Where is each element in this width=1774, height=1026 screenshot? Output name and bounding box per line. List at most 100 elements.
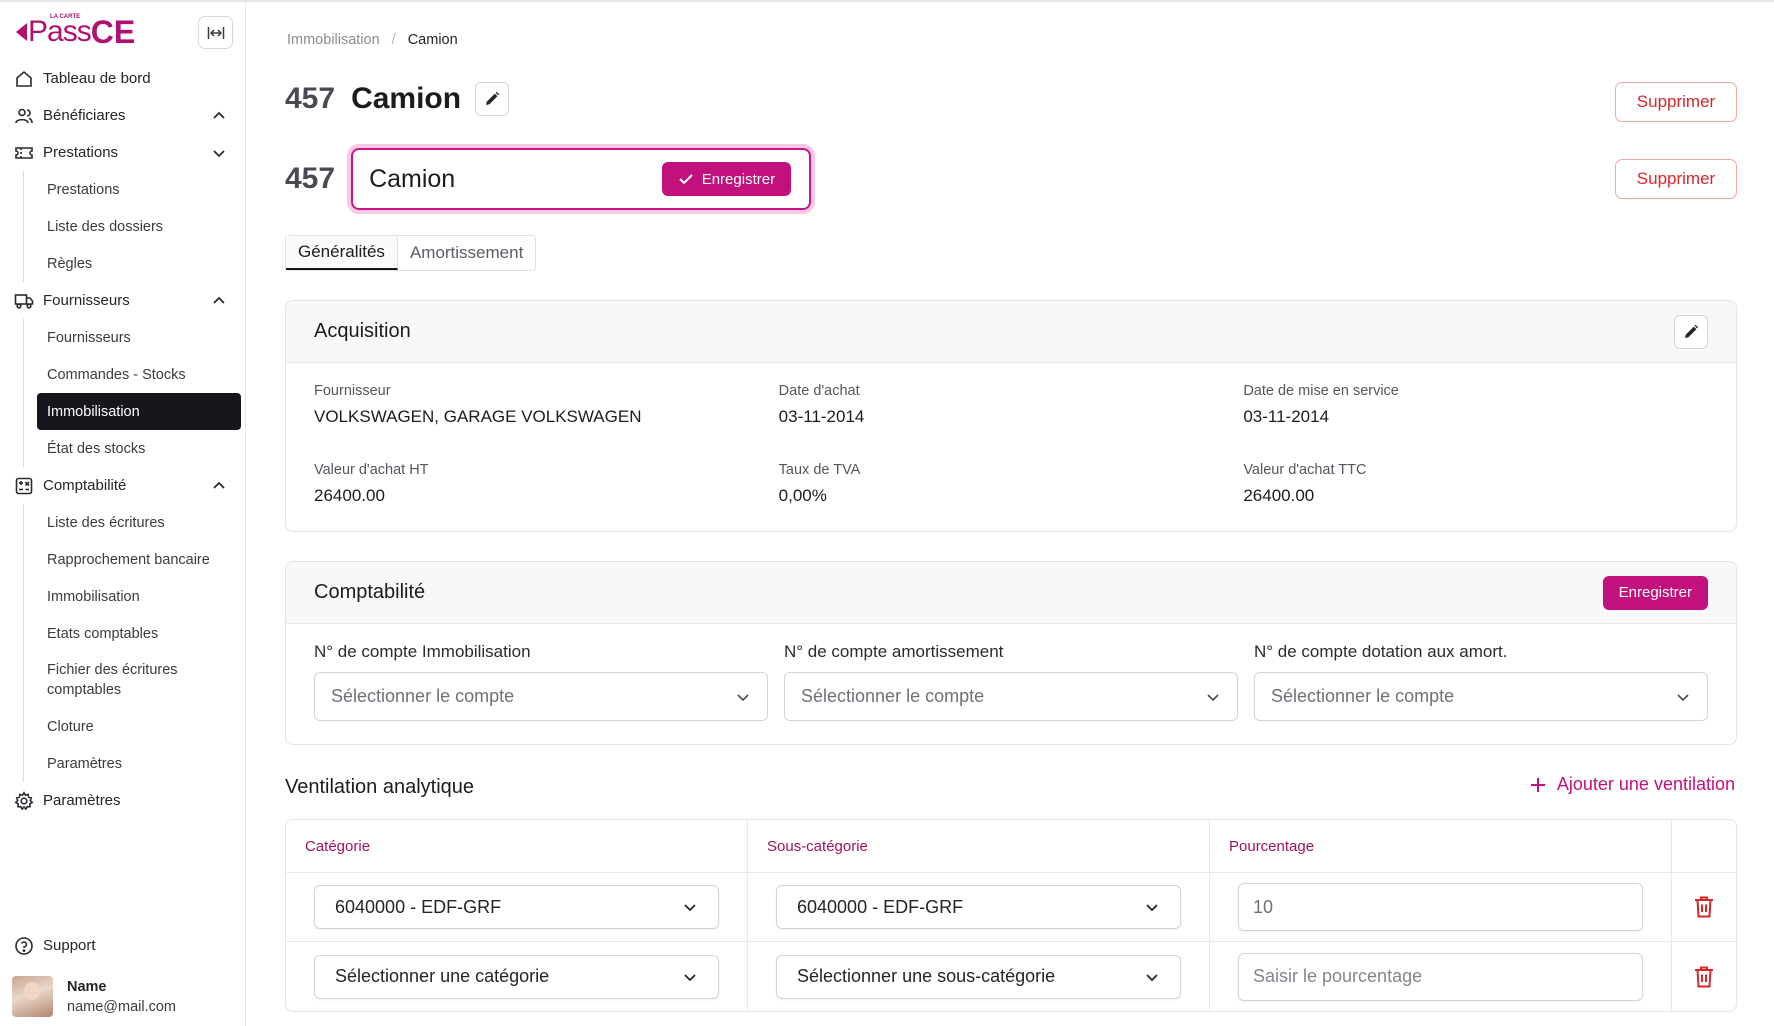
table-row: Sélectionner une catégorie Sélectionner …: [286, 942, 1736, 1011]
categorie-select[interactable]: 6040000 - EDF-GRF: [314, 885, 719, 929]
compte-dotation-select[interactable]: Sélectionner le compte: [1254, 672, 1708, 721]
collapse-icon: [207, 26, 224, 39]
column-header-actions: [1672, 820, 1736, 872]
field-date-achat: Date d'achat 03-11-2014: [779, 363, 1244, 442]
field-compte-immobilisation: N° de compte Immobilisation Sélectionner…: [314, 642, 784, 721]
chevron-down-icon: [1146, 973, 1158, 981]
select-placeholder: Sélectionner le compte: [331, 686, 515, 706]
trash-icon[interactable]: [1693, 895, 1715, 919]
chevron-up-icon[interactable]: [212, 479, 226, 493]
title-edit-row: 457 Camion Enregistrer: [285, 148, 812, 210]
breadcrumb-separator: /: [391, 32, 396, 48]
sidebar-item-fournisseurs[interactable]: Fournisseurs: [0, 282, 246, 319]
sidebar-subitem-cloture[interactable]: Cloture: [47, 718, 94, 735]
sidebar-subitem-rapprochement[interactable]: Rapprochement bancaire: [47, 551, 210, 568]
user-profile[interactable]: Name name@mail.com: [12, 976, 176, 1017]
add-ventilation-button[interactable]: Ajouter une ventilation: [1529, 774, 1735, 795]
chevron-down-icon: [1146, 904, 1158, 912]
sidebar-subitem-commandes-stocks[interactable]: Commandes - Stocks: [47, 366, 186, 383]
check-icon: [678, 174, 693, 185]
truck-icon: [14, 293, 34, 309]
field-label: Fournisseur: [314, 383, 391, 399]
sidebar-subitem-parametres[interactable]: Paramètres: [47, 755, 122, 772]
field-taux-tva: Taux de TVA 0,00%: [779, 442, 1244, 521]
pourcentage-input[interactable]: 10: [1238, 883, 1643, 931]
asset-number: 457: [285, 82, 336, 115]
chevron-down-icon[interactable]: [212, 146, 226, 160]
sous-categorie-select[interactable]: 6040000 - EDF-GRF: [776, 885, 1181, 929]
sidebar-item-beneficiaires[interactable]: Bénéficiares: [0, 97, 246, 134]
chevron-down-icon: [1677, 693, 1689, 701]
comptabilite-submenu: Liste des écritures Rapprochement bancai…: [23, 504, 246, 782]
sidebar-item-label: Prestations: [43, 144, 119, 161]
users-icon: [15, 108, 33, 123]
sous-categorie-select[interactable]: Sélectionner une sous-catégorie: [776, 954, 1181, 999]
tab-amortissement[interactable]: Amortissement: [409, 243, 524, 262]
tab-bar: Généralités Amortissement: [285, 235, 537, 271]
save-comptabilite-button[interactable]: Enregistrer: [1602, 575, 1708, 610]
sidebar-subitem-fournisseurs[interactable]: Fournisseurs: [47, 329, 131, 346]
sidebar-subitem-immobilisation[interactable]: Immobilisation: [47, 588, 140, 605]
user-name: Name: [67, 978, 107, 995]
title-edit-input[interactable]: Camion Enregistrer: [351, 148, 812, 210]
field-label: Date d'achat: [778, 383, 860, 399]
select-placeholder: Sélectionner une catégorie: [335, 966, 550, 986]
field-label: Date de mise en service: [1243, 383, 1399, 399]
sidebar-item-tableau-de-bord[interactable]: Tableau de bord: [0, 60, 246, 97]
sidebar-item-parametres[interactable]: Paramètres: [0, 782, 246, 819]
trash-icon[interactable]: [1693, 965, 1715, 989]
delete-button[interactable]: Supprimer: [1615, 82, 1737, 122]
sidebar-item-prestations[interactable]: Prestations: [0, 134, 246, 171]
user-email: name@mail.com: [67, 998, 176, 1015]
logo[interactable]: LA CARTE Pass CE: [16, 14, 135, 50]
sidebar-item-comptabilite[interactable]: Comptabilité: [0, 467, 246, 504]
chevron-up-icon[interactable]: [212, 294, 226, 308]
page-title: Camion: [351, 82, 462, 115]
column-header-sous-categorie: Sous-catégorie: [748, 820, 1210, 872]
tab-generalites[interactable]: Généralités: [286, 236, 398, 270]
categorie-select[interactable]: Sélectionner une catégorie: [314, 954, 719, 999]
comptabilite-card: Comptabilité Enregistrer N° de compte Im…: [285, 561, 1737, 745]
sidebar-subitem-etat-stocks[interactable]: État des stocks: [47, 440, 146, 457]
select-value: 6040000 - EDF-GRF: [335, 896, 502, 917]
breadcrumb-current: Camion: [407, 32, 458, 48]
edit-title-button[interactable]: [475, 82, 510, 116]
sidebar-item-support[interactable]: Support: [0, 927, 246, 964]
save-title-label: Enregistrer: [701, 170, 776, 188]
breadcrumb: Immobilisation / Camion: [287, 32, 458, 48]
sidebar-subitem-immobilisation-active[interactable]: Immobilisation: [37, 393, 241, 430]
sidebar-subitem-etats-comptables[interactable]: Etats comptables: [47, 625, 159, 642]
select-value: 6040000 - EDF-GRF: [797, 896, 964, 917]
field-valeur-ttc: Valeur d'achat TTC 26400.00: [1243, 442, 1708, 521]
sidebar-nav: Tableau de bord Bénéficiares Prestations…: [0, 60, 246, 819]
collapse-sidebar-button[interactable]: [198, 16, 233, 49]
home-icon: [16, 70, 32, 87]
sidebar: LA CARTE Pass CE Tableau de bord Bénéfic…: [0, 2, 246, 1026]
sidebar-subitem-prestations[interactable]: Prestations: [47, 181, 120, 198]
compte-amortissement-select[interactable]: Sélectionner le compte: [784, 672, 1238, 721]
logo-ce: CE: [90, 14, 136, 50]
delete-button-edit[interactable]: Supprimer: [1615, 159, 1737, 199]
field-fournisseur: Fournisseur VOLKSWAGEN, GARAGE VOLKSWAGE…: [314, 363, 779, 442]
select-placeholder: Sélectionner une sous-catégorie: [797, 966, 1056, 986]
prestations-submenu: Prestations Liste des dossiers Règles: [23, 171, 246, 282]
field-value: VOLKSWAGEN, GARAGE VOLKSWAGEN: [314, 407, 642, 426]
breadcrumb-parent[interactable]: Immobilisation: [287, 32, 380, 48]
edit-acquisition-button[interactable]: [1674, 314, 1708, 349]
sidebar-subitem-liste-dossiers[interactable]: Liste des dossiers: [47, 218, 164, 235]
field-compte-amortissement: N° de compte amortissement Sélectionner …: [784, 642, 1254, 721]
sidebar-item-label: Tableau de bord: [43, 70, 151, 87]
pourcentage-input[interactable]: Saisir le pourcentage: [1238, 952, 1643, 1001]
table-row: 6040000 - EDF-GRF 6040000 - EDF-GRF 10: [286, 873, 1736, 942]
save-title-button[interactable]: Enregistrer: [661, 162, 792, 196]
ticket-icon: [15, 146, 33, 159]
sidebar-subitem-regles[interactable]: Règles: [47, 255, 93, 272]
sidebar-subitem-fichier-ecritures[interactable]: Fichier des écritures comptables: [47, 662, 178, 698]
compte-immobilisation-select[interactable]: Sélectionner le compte: [314, 672, 768, 721]
column-header-pourcentage: Pourcentage: [1210, 820, 1672, 872]
field-label: Valeur d'achat TTC: [1243, 462, 1367, 478]
chevron-up-icon[interactable]: [212, 109, 226, 123]
plus-icon: [1530, 777, 1545, 792]
calculator-icon: [15, 477, 33, 494]
sidebar-subitem-liste-ecritures[interactable]: Liste des écritures: [47, 514, 165, 531]
